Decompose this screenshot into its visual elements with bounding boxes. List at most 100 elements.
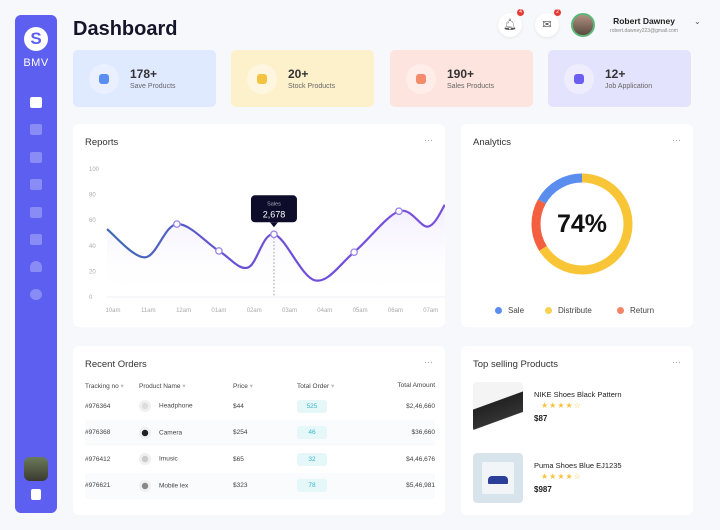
bell-icon: 🔔︎ [503, 19, 517, 31]
total-order: 46 [297, 419, 371, 446]
order-badge: 525 [297, 399, 327, 413]
chevron-down-icon[interactable]: ⌄ [694, 17, 701, 26]
calendar-alert-icon[interactable] [30, 234, 42, 245]
chart-icon[interactable] [30, 124, 42, 135]
table-row[interactable]: #976364 Headphone $44 525 $2,46,660 [85, 393, 435, 420]
orders-menu-button[interactable]: ··· [424, 357, 433, 367]
col-total-amount[interactable]: Total Amount [397, 382, 435, 389]
legend-sale: Sale [495, 306, 524, 315]
calendar-icon[interactable] [30, 207, 42, 218]
x-tick-label: 06am [388, 308, 403, 314]
col-tracking[interactable]: Tracking no ▾ [85, 382, 124, 390]
product-name: Headphone [159, 402, 193, 410]
top-products-card: Top selling Products ··· NIKE Shoes Blac… [461, 346, 693, 515]
x-tick-label: 03am [282, 308, 297, 314]
product-cell: Mobile lex [139, 472, 233, 499]
sidebar-avatar[interactable] [24, 457, 48, 481]
stat-card[interactable]: 20+ Stock Products [231, 50, 374, 107]
brand-logo[interactable]: S [24, 27, 48, 51]
dashboard-icon[interactable] [30, 97, 42, 108]
x-tick-label: 01am [211, 308, 226, 314]
brand-name: BMV [23, 57, 49, 69]
col-price[interactable]: Price ▾ [233, 382, 253, 390]
col-product[interactable]: Product Name ▾ [139, 382, 186, 390]
reports-menu-button[interactable]: ··· [424, 135, 433, 145]
product-image [473, 453, 523, 503]
user-avatar[interactable] [571, 13, 595, 37]
total-amount: $4,46,676 [406, 455, 435, 463]
stat-label: Job Application [605, 83, 653, 90]
sale-dot-icon [495, 307, 502, 314]
tooltip-value: 2,678 [263, 209, 286, 219]
notification-badge: 4 [517, 9, 524, 16]
total-amount: $5,46,981 [371, 472, 435, 499]
price: $65 [233, 455, 244, 463]
data-point [395, 207, 403, 216]
document-icon[interactable] [30, 179, 42, 190]
x-tick-label: 05am [353, 308, 368, 314]
total-order: 78 [297, 472, 371, 499]
table-row[interactable]: #976412 Imusic $65 32 $4,46,676 [85, 446, 435, 473]
chart-area [106, 204, 445, 297]
messages-button[interactable]: ✉ 2 [535, 9, 561, 37]
bell-icon[interactable] [30, 261, 42, 272]
analytics-card: Analytics ··· 74% Sale Distribute Return [461, 124, 693, 327]
y-tick-label: 20 [89, 269, 96, 275]
product-cell: Headphone [139, 393, 233, 420]
table-row[interactable]: #976621 Mobile lex $323 78 $5,46,981 [85, 472, 435, 499]
x-tick-label: 11am [141, 308, 156, 314]
price: $254 [233, 419, 297, 446]
briefcase-icon [564, 64, 594, 94]
legend-label: Distribute [558, 306, 592, 315]
return-dot-icon [617, 307, 624, 314]
stat-card[interactable]: 178+ Save Products [73, 50, 216, 107]
x-tick-label: 07am [423, 308, 438, 314]
gear-icon[interactable] [30, 289, 42, 300]
product-item[interactable]: NIKE Shoes Black Pattern ★★★★☆ $87 [473, 382, 693, 432]
top-products-title: Top selling Products [473, 359, 559, 370]
user-name: Robert Dawney [613, 16, 675, 26]
stat-value: 178+ [130, 67, 158, 81]
total-amount: $2,46,660 [406, 402, 435, 410]
notifications-button[interactable]: 🔔︎ 4 [498, 9, 524, 37]
x-tick-label: 04am [317, 308, 332, 314]
product-price: $87 [534, 414, 548, 423]
columns-icon[interactable] [30, 152, 42, 163]
stat-card[interactable]: 190+ Sales Products [390, 50, 533, 107]
product-thumb-icon [139, 400, 151, 413]
table-row[interactable]: #976368 Camera $254 46 $36,660 [85, 419, 435, 446]
y-tick-label: 100 [89, 167, 100, 173]
total-order: 525 [297, 393, 371, 420]
stat-card[interactable]: 12+ Job Application [548, 50, 691, 107]
product-name: Mobile lex [159, 482, 189, 490]
product-thumb-icon [139, 479, 151, 492]
analytics-menu-button[interactable]: ··· [672, 135, 681, 145]
page-title: Dashboard [73, 18, 178, 40]
top-products-menu-button[interactable]: ··· [672, 357, 681, 367]
reports-chart: 0 20 40 60 80 100 10am 11am 12am 01am 02am 03am 04am… [89, 167, 445, 314]
product-price: $987 [534, 485, 552, 494]
x-tick-label: 12am [176, 308, 191, 314]
data-point [350, 248, 358, 257]
y-tick-label: 40 [89, 244, 96, 250]
product-rating: ★★★★☆ [541, 401, 582, 410]
product-item[interactable]: Puma Shoes Blue EJ1235 ★★★★☆ $987 [473, 453, 693, 503]
stat-value: 12+ [605, 67, 626, 81]
product-image [473, 382, 523, 432]
tooltip-box [250, 195, 297, 223]
stat-label: Sales Products [447, 83, 495, 90]
product-thumb-icon [139, 453, 151, 466]
distribute-dot-icon [545, 307, 552, 314]
x-tick-label: 10am [105, 308, 120, 314]
tracking-no: #976368 [85, 419, 139, 446]
product-thumb-icon [139, 426, 151, 439]
total-amount: $36,660 [371, 419, 435, 446]
orders-title: Recent Orders [85, 359, 147, 370]
analytics-donut [531, 173, 633, 275]
stat-value: 20+ [288, 67, 309, 81]
logout-icon[interactable] [31, 489, 41, 500]
col-total-order[interactable]: Total Order ▾ [297, 382, 335, 390]
legend-return: Return [617, 306, 654, 315]
product-cell: Imusic [139, 446, 233, 473]
analytics-percent: 74% [556, 210, 608, 238]
